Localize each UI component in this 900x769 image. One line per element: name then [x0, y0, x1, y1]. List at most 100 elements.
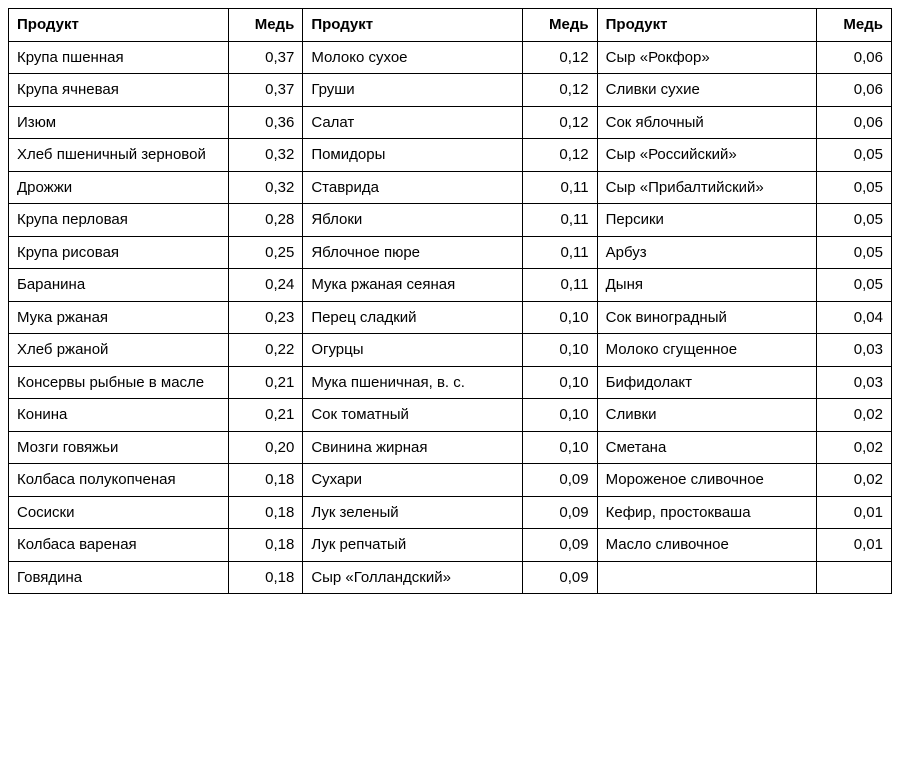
table-row: Баранина0,24Мука ржаная сеяная0,11Дыня0,… — [9, 269, 892, 302]
product-cell: Лук репчатый — [303, 529, 523, 562]
product-cell: Говядина — [9, 561, 229, 594]
product-cell: Конина — [9, 399, 229, 432]
product-cell: Крупа перловая — [9, 204, 229, 237]
table-row: Изюм0,36Салат0,12Сок яблочный0,06 — [9, 106, 892, 139]
product-cell: Сок виноградный — [597, 301, 817, 334]
value-cell: 0,10 — [522, 431, 597, 464]
header-value-2: Медь — [522, 9, 597, 42]
value-cell: 0,24 — [228, 269, 303, 302]
product-cell: Бифидолакт — [597, 366, 817, 399]
table-body: Крупа пшенная0,37Молоко сухое0,12Сыр «Ро… — [9, 41, 892, 594]
table-row: Крупа ячневая0,37Груши0,12Сливки сухие0,… — [9, 74, 892, 107]
header-value-1: Медь — [228, 9, 303, 42]
value-cell: 0,21 — [228, 366, 303, 399]
product-cell: Груши — [303, 74, 523, 107]
product-cell: Лук зеленый — [303, 496, 523, 529]
value-cell: 0,28 — [228, 204, 303, 237]
value-cell: 0,22 — [228, 334, 303, 367]
value-cell: 0,23 — [228, 301, 303, 334]
product-cell: Сок томатный — [303, 399, 523, 432]
table-row: Колбаса полукопченая0,18Сухари0,09Мороже… — [9, 464, 892, 497]
table-row: Хлеб пшеничный зерновой0,32Помидоры0,12С… — [9, 139, 892, 172]
table-row: Крупа рисовая0,25Яблочное пюре0,11Арбуз0… — [9, 236, 892, 269]
product-cell: Хлеб пшеничный зерновой — [9, 139, 229, 172]
value-cell: 0,11 — [522, 269, 597, 302]
table-row: Крупа пшенная0,37Молоко сухое0,12Сыр «Ро… — [9, 41, 892, 74]
header-value-3: Медь — [817, 9, 892, 42]
value-cell: 0,01 — [817, 529, 892, 562]
table-row: Мозги говяжьи0,20Свинина жирная0,10Смета… — [9, 431, 892, 464]
value-cell: 0,02 — [817, 431, 892, 464]
table-row: Конина0,21Сок томатный0,10Сливки0,02 — [9, 399, 892, 432]
value-cell: 0,11 — [522, 204, 597, 237]
header-product-3: Продукт — [597, 9, 817, 42]
product-cell: Перец сладкий — [303, 301, 523, 334]
product-cell: Сосиски — [9, 496, 229, 529]
product-cell: Колбаса полукопченая — [9, 464, 229, 497]
product-cell: Молоко сухое — [303, 41, 523, 74]
table-row: Консервы рыбные в масле0,21Мука пшенична… — [9, 366, 892, 399]
product-cell: Мороженое сливочное — [597, 464, 817, 497]
product-cell: Яблочное пюре — [303, 236, 523, 269]
value-cell: 0,03 — [817, 334, 892, 367]
product-cell: Крупа ячневая — [9, 74, 229, 107]
table-row: Дрожжи0,32Ставрида0,11Сыр «Прибалтийский… — [9, 171, 892, 204]
value-cell: 0,01 — [817, 496, 892, 529]
value-cell: 0,20 — [228, 431, 303, 464]
value-cell: 0,32 — [228, 171, 303, 204]
product-cell: Мука ржаная — [9, 301, 229, 334]
header-product-1: Продукт — [9, 9, 229, 42]
product-cell: Колбаса вареная — [9, 529, 229, 562]
value-cell: 0,10 — [522, 399, 597, 432]
value-cell: 0,05 — [817, 171, 892, 204]
value-cell: 0,06 — [817, 74, 892, 107]
table-row: Говядина0,18Сыр «Голландский»0,09 — [9, 561, 892, 594]
value-cell: 0,37 — [228, 41, 303, 74]
value-cell: 0,02 — [817, 464, 892, 497]
value-cell: 0,37 — [228, 74, 303, 107]
value-cell: 0,18 — [228, 561, 303, 594]
value-cell: 0,09 — [522, 464, 597, 497]
value-cell: 0,10 — [522, 366, 597, 399]
table-row: Хлеб ржаной0,22Огурцы0,10Молоко сгущенно… — [9, 334, 892, 367]
value-cell: 0,10 — [522, 301, 597, 334]
product-cell: Молоко сгущенное — [597, 334, 817, 367]
table-header: Продукт Медь Продукт Медь Продукт Медь — [9, 9, 892, 42]
product-cell: Дрожжи — [9, 171, 229, 204]
product-cell: Кефир, простокваша — [597, 496, 817, 529]
product-cell: Помидоры — [303, 139, 523, 172]
product-cell: Арбуз — [597, 236, 817, 269]
product-cell: Масло сливочное — [597, 529, 817, 562]
product-cell: Крупа пшенная — [9, 41, 229, 74]
value-cell: 0,25 — [228, 236, 303, 269]
value-cell: 0,04 — [817, 301, 892, 334]
value-cell: 0,05 — [817, 139, 892, 172]
value-cell: 0,05 — [817, 236, 892, 269]
value-cell: 0,05 — [817, 269, 892, 302]
product-cell: Сыр «Голландский» — [303, 561, 523, 594]
value-cell: 0,21 — [228, 399, 303, 432]
product-cell: Яблоки — [303, 204, 523, 237]
product-cell: Крупа рисовая — [9, 236, 229, 269]
value-cell: 0,09 — [522, 529, 597, 562]
value-cell: 0,03 — [817, 366, 892, 399]
value-cell: 0,18 — [228, 496, 303, 529]
value-cell: 0,18 — [228, 529, 303, 562]
product-cell: Сыр «Рокфор» — [597, 41, 817, 74]
product-cell: Свинина жирная — [303, 431, 523, 464]
value-cell: 0,10 — [522, 334, 597, 367]
copper-content-table: Продукт Медь Продукт Медь Продукт Медь К… — [8, 8, 892, 594]
value-cell: 0,09 — [522, 496, 597, 529]
product-cell: Сыр «Российский» — [597, 139, 817, 172]
table-row: Сосиски0,18Лук зеленый0,09Кефир, просток… — [9, 496, 892, 529]
value-cell — [817, 561, 892, 594]
product-cell: Дыня — [597, 269, 817, 302]
table-row: Крупа перловая0,28Яблоки0,11Персики0,05 — [9, 204, 892, 237]
product-cell: Персики — [597, 204, 817, 237]
table-row: Мука ржаная0,23Перец сладкий0,10Сок вино… — [9, 301, 892, 334]
value-cell: 0,11 — [522, 236, 597, 269]
product-cell: Сок яблочный — [597, 106, 817, 139]
product-cell: Мозги говяжьи — [9, 431, 229, 464]
product-cell: Мука пшеничная, в. с. — [303, 366, 523, 399]
table-row: Колбаса вареная0,18Лук репчатый0,09Масло… — [9, 529, 892, 562]
